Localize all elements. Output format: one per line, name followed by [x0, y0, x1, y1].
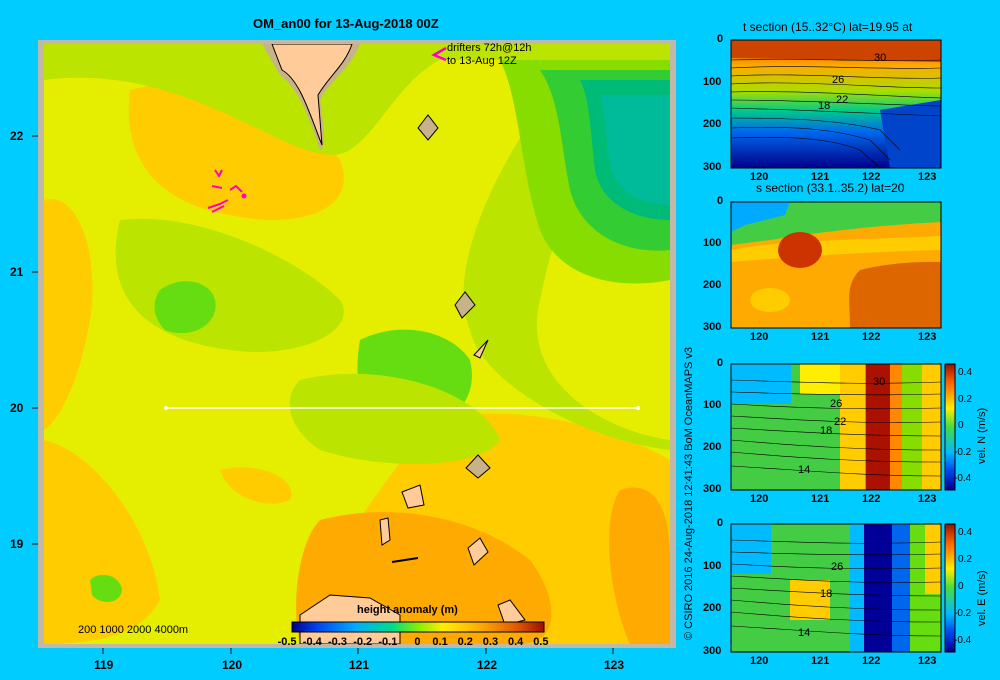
colorbar-side-tick: -0.4 — [954, 473, 972, 484]
panel-x-tick: 120 — [750, 655, 769, 667]
contour-label: 18 — [820, 588, 833, 600]
colorbar-tick: 0.5 — [533, 636, 549, 648]
drifter-legend-arrow — [431, 46, 447, 62]
panel-x-tick: 122 — [862, 493, 881, 505]
drifter-tracks — [207, 169, 247, 213]
t-section-plot — [730, 40, 942, 169]
contour-label: 30 — [873, 376, 886, 388]
panel-x-tick: 121 — [811, 655, 830, 667]
colorbar-tick: 0.3 — [482, 636, 499, 648]
x-tick: 120 — [222, 658, 243, 672]
panel-x-tick: 120 — [750, 171, 769, 183]
colorbar-side-tick: 0.4 — [958, 527, 972, 538]
panel-y-tick: 300 — [703, 161, 722, 173]
x-tick: 122 — [477, 658, 498, 672]
y-tick: 22 — [10, 129, 24, 143]
contour-label: 26 — [831, 561, 844, 573]
contour-label: 18 — [818, 100, 831, 112]
panel-x-tick: 120 — [750, 493, 769, 505]
colorbar-tick: -0.5 — [277, 636, 297, 648]
colorbar-tick: 0.4 — [508, 636, 524, 648]
contour-label: 26 — [832, 74, 845, 86]
panel-y-tick: 300 — [703, 321, 722, 333]
vel-e-colorbar — [944, 523, 956, 653]
panel-y-tick: 100 — [703, 559, 722, 572]
panel-x-tick: 122 — [862, 331, 881, 343]
colorbar-tick: 0.2 — [457, 636, 473, 648]
panel-x-tick: 121 — [811, 331, 830, 343]
panel-y-tick: 300 — [703, 483, 722, 495]
vel-n-colorbar — [944, 363, 956, 491]
colorbar-tick: 0 — [414, 636, 421, 648]
panel-x-tick: 122 — [862, 171, 881, 183]
s-section-title: s section (33.1..35.2) lat=20 — [756, 181, 905, 195]
panel-x-tick: 121 — [811, 171, 830, 183]
panel-y-tick: 100 — [703, 399, 722, 411]
panel-y-tick: 200 — [703, 441, 722, 453]
panel-x-tick: 123 — [918, 493, 937, 505]
colorbar-side-tick: 0.2 — [958, 554, 972, 565]
y-tick: 19 — [10, 537, 24, 551]
panel-x-tick: 120 — [750, 331, 769, 343]
height-colorbar — [291, 621, 545, 633]
panel-x-tick: 123 — [918, 655, 937, 667]
colorbar-side-tick: 0 — [958, 420, 964, 431]
colorbar-tick: -0.4 — [302, 636, 322, 648]
colorbar-side-tick: -0.2 — [954, 446, 972, 458]
panel-y-tick: 300 — [703, 645, 722, 657]
panel-y-tick: 200 — [703, 118, 722, 131]
vel-n-plot — [730, 364, 942, 490]
panel-y-tick: 0 — [717, 33, 724, 45]
colorbar-side-tick: -0.2 — [954, 608, 972, 619]
contour-label: 22 — [834, 416, 847, 428]
colorbar-side-tick: 0.4 — [958, 367, 972, 378]
colorbar-label: height anomaly (m) — [357, 604, 458, 616]
vel-n-label: vel. N (m/s) — [976, 407, 988, 464]
panel-y-tick: 100 — [703, 237, 722, 249]
contour-label: 18 — [820, 425, 833, 437]
x-tick: 119 — [94, 658, 114, 672]
contour-label: 30 — [874, 52, 887, 64]
contour-label: 26 — [830, 398, 843, 410]
panel-x-tick: 121 — [811, 493, 830, 505]
vel-e-label: vel. E (m/s) — [976, 570, 988, 626]
depth-legend: 200 1000 2000 4000m — [78, 624, 189, 636]
colorbar-tick: -0.2 — [353, 636, 373, 648]
panel-y-tick: 200 — [703, 602, 722, 615]
credit-text: © CSIRO 2016 24-Aug-2018 12:41:43 BoM Oc… — [683, 346, 695, 640]
x-tick: 121 — [349, 658, 370, 672]
contour-label: 14 — [798, 627, 811, 639]
panel-y-tick: 100 — [703, 75, 722, 88]
y-tick: 20 — [10, 401, 24, 415]
colorbar-side-tick: 0.2 — [958, 393, 972, 405]
panel-x-tick: 123 — [918, 331, 937, 343]
t-section-title: t section (15..32°C) lat=19.95 at — [743, 20, 913, 34]
panel-y-tick: 200 — [703, 279, 722, 291]
panel-y-tick: 0 — [717, 357, 724, 369]
height-anomaly-field — [44, 44, 670, 644]
vel-e-plot — [730, 524, 942, 652]
colorbar-tick: -0.3 — [328, 636, 347, 648]
panel-x-tick: 123 — [918, 171, 937, 183]
contour-label: 14 — [798, 464, 811, 476]
drifter-note-1: drifters 72h@12h — [447, 42, 532, 54]
colorbar-side-tick: 0 — [958, 581, 964, 592]
map-title: OM_an00 for 13-Aug-2018 00Z — [253, 16, 439, 31]
colorbar-tick: -0.1 — [378, 636, 398, 648]
contour-label: 22 — [836, 94, 849, 106]
s-section-plot — [731, 202, 941, 328]
y-tick: 21 — [10, 265, 24, 279]
panel-x-tick: 122 — [862, 655, 881, 667]
colorbar-side-tick: -0.4 — [954, 635, 972, 646]
colorbar-tick: 0.1 — [432, 636, 448, 648]
panel-y-tick: 0 — [717, 195, 724, 207]
x-tick: 123 — [604, 658, 625, 672]
drifter-note-2: to 13-Aug 12Z — [447, 55, 517, 67]
panel-y-tick: 0 — [717, 517, 724, 529]
